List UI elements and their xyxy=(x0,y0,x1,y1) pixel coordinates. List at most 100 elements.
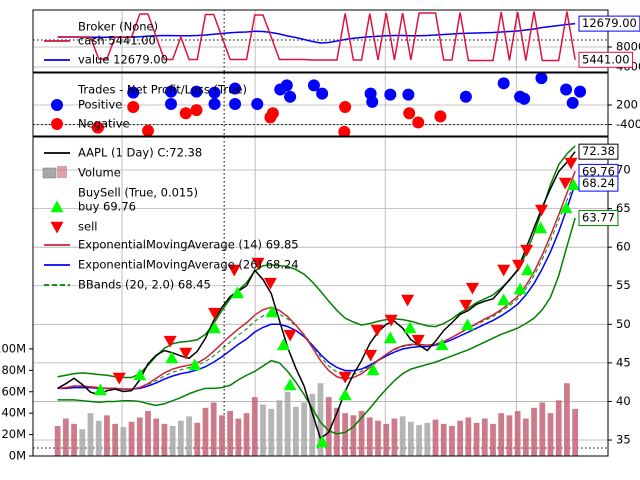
trade-dot xyxy=(190,85,203,98)
trade-dot xyxy=(142,124,154,136)
volume-bar xyxy=(235,418,242,456)
volume-bar xyxy=(153,418,160,456)
volume-bar xyxy=(342,413,349,456)
trade-dot xyxy=(229,97,242,110)
panel-border xyxy=(32,9,609,73)
volume-bar xyxy=(572,408,579,456)
trade-dot xyxy=(574,85,587,98)
sell-marker xyxy=(465,282,479,295)
sell-marker xyxy=(459,299,473,312)
volume-bar xyxy=(539,402,546,456)
volume-bar xyxy=(54,426,61,456)
trade-dot xyxy=(560,83,573,96)
volume-bar xyxy=(522,418,529,456)
volume-bar xyxy=(440,423,447,456)
last-value-box xyxy=(578,210,619,227)
volume-bar xyxy=(301,402,307,456)
legend-label: BBands (20, 2.0) 68.45 xyxy=(78,278,211,292)
volume-bar xyxy=(309,393,316,456)
volume-tick-label: 80M xyxy=(1,363,26,377)
volume-bar xyxy=(169,426,176,456)
trade-dot xyxy=(402,88,415,101)
buy-marker xyxy=(435,338,449,351)
legend-label: buy 69.76 xyxy=(78,200,136,214)
volume-bar xyxy=(399,416,406,456)
trade-dot xyxy=(284,90,297,103)
last-value-label: 12679.00 xyxy=(582,16,637,30)
volume-bar xyxy=(202,407,209,456)
volume-bar xyxy=(424,422,431,456)
plot-area xyxy=(33,73,608,136)
volume-bar xyxy=(383,423,390,456)
trade-dot xyxy=(307,79,320,92)
volume-bar xyxy=(79,429,86,456)
buy-marker xyxy=(383,331,397,344)
y-tick-label: 35 xyxy=(616,433,631,447)
sell-marker xyxy=(227,264,241,277)
buy-marker xyxy=(188,358,202,371)
legend-icon xyxy=(57,166,67,178)
volume-bar xyxy=(498,413,505,456)
volume-bar xyxy=(186,416,192,456)
buy-marker xyxy=(93,383,107,396)
sell-marker xyxy=(263,277,277,290)
trade-dot xyxy=(91,121,104,134)
trade-dot xyxy=(251,97,264,110)
sell-marker xyxy=(163,335,177,348)
volume-bar xyxy=(432,419,439,456)
volume-bar xyxy=(95,420,102,456)
buy-marker xyxy=(497,293,511,306)
legend-label: sell xyxy=(78,220,97,234)
plot-area xyxy=(33,137,608,456)
volume-bar xyxy=(350,415,357,456)
volume-bar xyxy=(391,418,398,456)
sell-marker xyxy=(251,257,265,270)
volume-bar xyxy=(145,411,151,456)
legend-label: AAPL (1 Day) C:72.38 xyxy=(78,146,202,160)
trade-dot xyxy=(179,107,192,120)
buy-marker xyxy=(133,368,147,381)
volume-bar xyxy=(292,406,299,456)
trade-dot xyxy=(280,79,293,92)
volume-bar xyxy=(120,427,127,456)
volume-tick-label: 60M xyxy=(1,384,26,398)
volume-bar xyxy=(251,397,258,456)
last-value-label: 63.77 xyxy=(582,211,615,225)
volume-bar xyxy=(547,413,554,456)
volume-bar xyxy=(260,404,266,456)
last-value-box xyxy=(578,51,634,68)
legend-label: Volume xyxy=(78,166,121,180)
trade-dot xyxy=(266,107,279,120)
volume-bar xyxy=(243,413,250,456)
volume-bar xyxy=(227,411,234,456)
legend-label: Broker (None) xyxy=(78,20,158,34)
trade-dot xyxy=(497,77,510,90)
sell-marker xyxy=(564,157,578,170)
buy-marker xyxy=(315,435,329,448)
trade-dot xyxy=(165,85,177,98)
buy-marker xyxy=(403,321,417,334)
volume-bar xyxy=(219,415,225,456)
sell-marker xyxy=(401,294,415,307)
y-tick-label: 60 xyxy=(616,240,631,254)
series-line xyxy=(57,183,576,390)
last-value-label: 5441.00 xyxy=(582,52,630,66)
y-tick-label: -400 xyxy=(616,117,640,131)
volume-bar xyxy=(514,411,521,456)
buy-marker xyxy=(513,282,527,295)
legend-icon xyxy=(51,118,63,130)
legend-label: BuySell (True, 0.015) xyxy=(78,186,198,200)
plot-area xyxy=(33,10,608,72)
buy-marker xyxy=(559,201,573,214)
buy-marker xyxy=(283,378,297,391)
y-tick-label: 50 xyxy=(616,317,631,331)
trade-dot xyxy=(208,97,221,110)
y-tick-label: 200 xyxy=(616,97,638,111)
last-value-label: 72.38 xyxy=(582,144,615,158)
series-line xyxy=(57,11,576,62)
volume-tick-label: 20M xyxy=(1,427,26,441)
trade-dot xyxy=(339,101,352,114)
trade-dot xyxy=(535,73,548,85)
buy-marker xyxy=(165,351,179,364)
volume-bar xyxy=(481,418,488,456)
